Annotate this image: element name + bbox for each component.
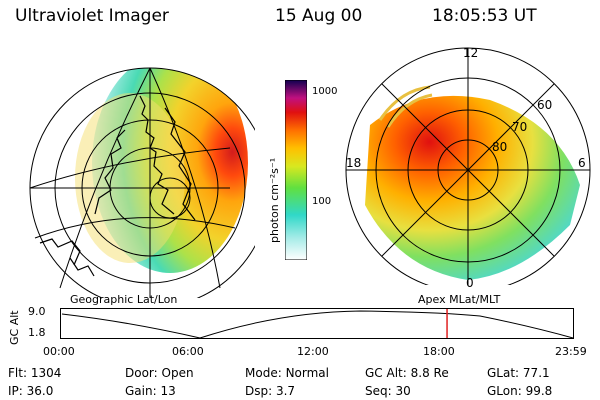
mlat-label-60: 60	[537, 98, 553, 112]
gc-alt-field: GC Alt: 8.8 Re	[365, 366, 449, 380]
door-field: Door: Open	[125, 366, 194, 380]
ip-value: 36.0	[26, 384, 54, 398]
seq-label: Seq:	[365, 384, 392, 398]
glon-value: 99.8	[525, 384, 553, 398]
glon-field: GLon: 99.8	[487, 384, 552, 398]
dsp-label: Dsp:	[245, 384, 273, 398]
glat-field: GLat: 77.1	[487, 366, 550, 380]
altitude-axis-label: GC Alt	[8, 310, 21, 345]
mode-label: Mode:	[245, 366, 282, 380]
time-tick-0600: 06:00	[172, 345, 204, 358]
mlat-label-70: 70	[512, 120, 528, 134]
left-panel-caption: Geographic Lat/Lon	[70, 293, 178, 306]
mode-value: Normal	[285, 366, 329, 380]
dsp-value: 3.7	[275, 384, 296, 398]
door-label: Door:	[125, 366, 158, 380]
altitude-plot	[60, 308, 574, 339]
time-tick-0000: 00:00	[43, 345, 75, 358]
mlt-label-6: 6	[578, 156, 586, 170]
time-tick-1200: 12:00	[297, 345, 329, 358]
colorbar-tick-1000: 1000	[312, 86, 338, 97]
mlt-label-18: 18	[346, 156, 362, 170]
altitude-curve	[61, 310, 574, 339]
mlat-label-80: 80	[492, 140, 508, 154]
time-label: 18:05:53 UT	[432, 6, 537, 26]
glat-value: 77.1	[522, 366, 550, 380]
gain-value: 13	[160, 384, 176, 398]
gain-field: Gain: 13	[125, 384, 176, 398]
gc-alt-label: GC Alt:	[365, 366, 407, 380]
glat-label: GLat:	[487, 366, 520, 380]
mode-field: Mode: Normal	[245, 366, 329, 380]
colorbar-tick-100: 100	[312, 196, 332, 207]
instrument-title: Ultraviolet Imager	[15, 6, 169, 26]
mlt-label-12: 12	[463, 46, 479, 60]
ip-field: IP: 36.0	[8, 384, 53, 398]
right-panel-caption: Apex MLat/MLT	[418, 293, 501, 306]
dsp-field: Dsp: 3.7	[245, 384, 295, 398]
gc-alt-value: 8.8 Re	[410, 366, 449, 380]
altitude-min-label: 1.8	[28, 326, 46, 339]
flt-label: Flt:	[8, 366, 27, 380]
glon-label: GLon:	[487, 384, 522, 398]
ip-label: IP:	[8, 384, 23, 398]
door-value: Open	[161, 366, 194, 380]
flt-value: 1304	[30, 366, 62, 380]
altitude-max-label: 9.0	[28, 305, 46, 318]
magnetic-polar-image	[345, 47, 591, 285]
flt-field: Flt: 1304	[8, 366, 61, 380]
date-label: 15 Aug 00	[275, 6, 363, 26]
time-tick-1800: 18:00	[423, 345, 455, 358]
gain-label: Gain:	[125, 384, 157, 398]
seq-field: Seq: 30	[365, 384, 411, 398]
intensity-colorbar	[285, 80, 307, 260]
time-tick-2359: 23:59	[555, 345, 587, 358]
seq-value: 30	[395, 384, 411, 398]
geographic-globe-image	[29, 67, 255, 298]
mlt-label-0: 0	[466, 276, 474, 290]
colorbar-label: photon cm⁻²s⁻¹	[268, 157, 281, 243]
